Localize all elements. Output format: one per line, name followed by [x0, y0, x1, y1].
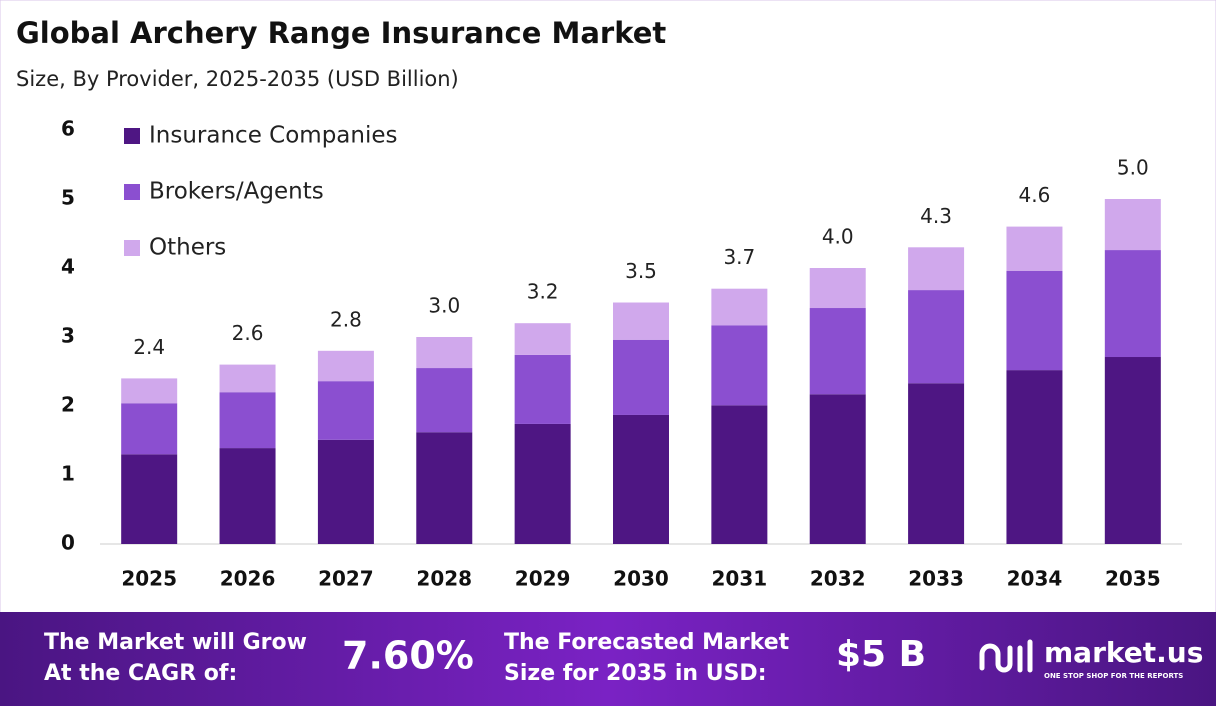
- bar-segment: [1104, 199, 1161, 251]
- total-label: 3.2: [527, 280, 559, 304]
- total-label: 2.6: [232, 321, 264, 345]
- bar-segment: [514, 423, 571, 544]
- x-tick-label: 2031: [712, 567, 768, 591]
- legend-swatch: [124, 128, 140, 144]
- bar-segment: [219, 448, 276, 544]
- x-tick-label: 2026: [220, 567, 276, 591]
- bar-segment: [514, 354, 571, 424]
- bar-segment: [416, 432, 473, 544]
- bar-segment: [1006, 370, 1063, 544]
- cagr-value: 7.60%: [342, 634, 474, 678]
- bar-segment: [613, 302, 669, 340]
- brand-logo: [979, 639, 1033, 673]
- x-tick-label: 2033: [908, 567, 964, 591]
- bar-segment: [317, 381, 374, 440]
- bar-segment: [809, 394, 866, 544]
- bar-segment: [514, 323, 571, 355]
- legend-label: Others: [149, 235, 226, 261]
- total-label: 4.3: [920, 204, 952, 228]
- brand-name: market.us: [1044, 636, 1203, 669]
- chart-title: Global Archery Range Insurance Market: [16, 16, 666, 50]
- bar-segment: [711, 405, 768, 544]
- bar-segment: [1006, 270, 1063, 371]
- x-tick-label: 2028: [416, 567, 472, 591]
- bar-segment: [711, 288, 768, 326]
- bar-segment: [809, 308, 866, 395]
- bar-segment: [121, 403, 178, 455]
- bar-segment: [908, 247, 965, 291]
- x-tick-label: 2029: [515, 567, 571, 591]
- x-tick-label: 2034: [1007, 567, 1063, 591]
- total-label: 4.0: [822, 225, 854, 249]
- footer-banner: [0, 612, 1216, 706]
- cagr-text: At the CAGR of:: [44, 661, 237, 686]
- bar-segment: [416, 368, 473, 433]
- total-label: 3.0: [428, 294, 460, 318]
- bar-segment: [121, 454, 178, 544]
- bar-segment: [416, 337, 473, 369]
- bar-segment: [1104, 250, 1161, 358]
- bar-segment: [908, 290, 965, 384]
- x-tick-label: 2032: [810, 567, 866, 591]
- y-tick-label: 1: [61, 462, 75, 486]
- bar-segment: [219, 392, 276, 449]
- y-tick-label: 3: [61, 324, 75, 348]
- bar-segment: [1006, 226, 1063, 271]
- legend-label: Brokers/Agents: [149, 179, 324, 205]
- bar-segment: [1104, 357, 1161, 544]
- total-label: 3.7: [723, 245, 755, 269]
- bar-segment: [711, 325, 768, 406]
- x-tick-label: 2027: [318, 567, 374, 591]
- y-tick-label: 4: [61, 255, 75, 279]
- y-tick-label: 6: [61, 117, 75, 141]
- x-tick-label: 2035: [1105, 567, 1161, 591]
- total-label: 3.5: [625, 259, 657, 283]
- bar-segment: [317, 350, 374, 382]
- chart-subtitle: Size, By Provider, 2025-2035 (USD Billio…: [16, 67, 459, 91]
- brand-tagline: ONE STOP SHOP FOR THE REPORTS: [1044, 672, 1183, 680]
- x-tick-label: 2025: [121, 567, 177, 591]
- cagr-text: The Market will Grow: [44, 630, 307, 655]
- legend-swatch: [124, 240, 140, 256]
- bar-segment: [121, 378, 178, 404]
- bar-segment: [613, 414, 669, 544]
- bar-segment: [219, 364, 276, 393]
- legend-swatch: [124, 184, 140, 200]
- y-tick-label: 5: [61, 186, 75, 210]
- x-tick-label: 2030: [613, 567, 669, 591]
- total-label: 2.8: [330, 307, 362, 331]
- bar-segment: [809, 268, 866, 309]
- y-tick-label: 0: [61, 531, 75, 555]
- bar-segment: [613, 339, 669, 415]
- forecast-value: $5 B: [836, 634, 926, 675]
- y-tick-label: 2: [61, 393, 75, 417]
- total-label: 5.0: [1117, 156, 1149, 180]
- bar-segment: [317, 439, 374, 544]
- forecast-text: The Forecasted Market: [504, 630, 790, 655]
- legend-label: Insurance Companies: [149, 123, 398, 149]
- total-label: 4.6: [1019, 183, 1051, 207]
- total-label: 2.4: [133, 335, 165, 359]
- bar-segment: [908, 383, 965, 544]
- forecast-text: Size for 2035 in USD:: [504, 661, 767, 686]
